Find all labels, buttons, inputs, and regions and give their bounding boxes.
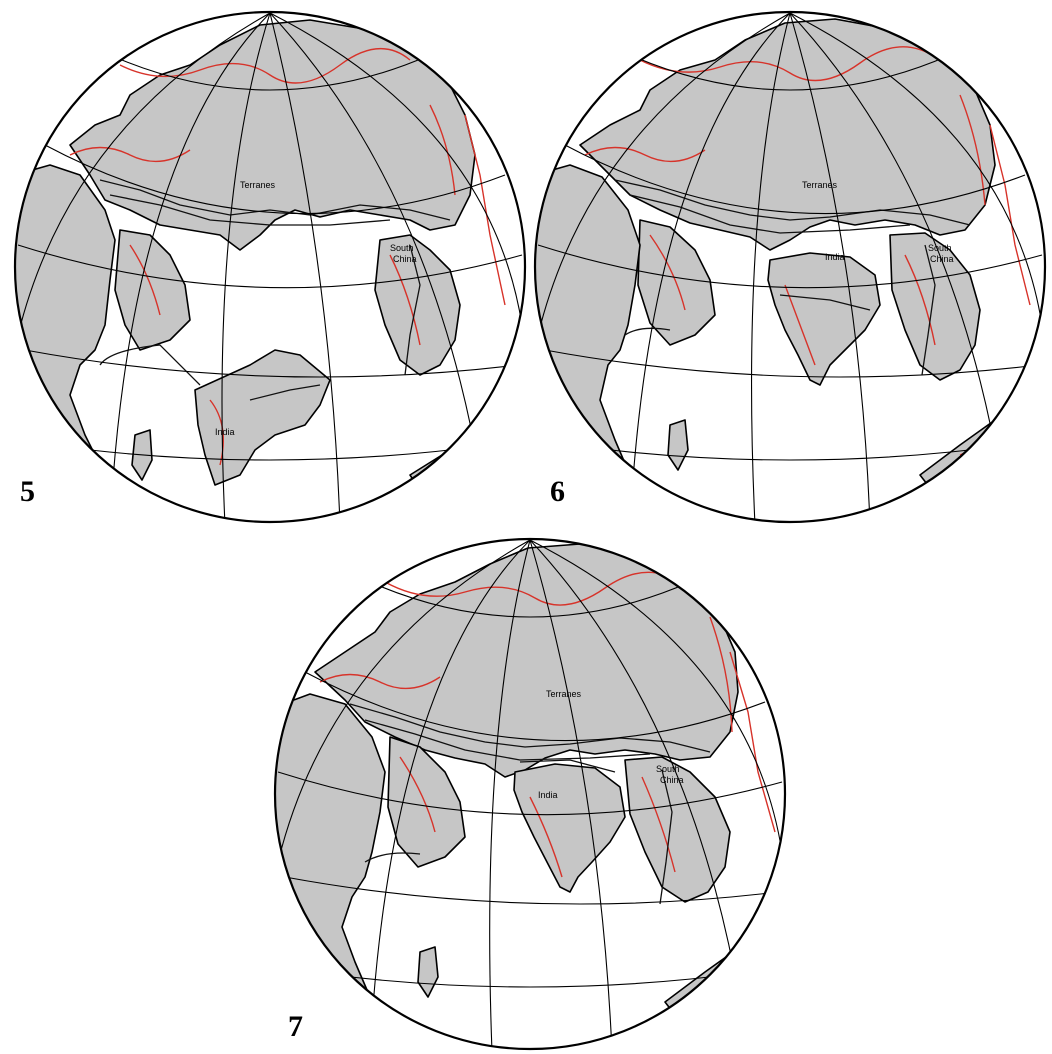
globe-panel-6: Terranes South China India 6 bbox=[530, 5, 1050, 525]
china-label: China bbox=[393, 254, 417, 264]
southeast-asia-landmass bbox=[624, 756, 731, 903]
globe-panel-7: Terranes South China India 7 bbox=[270, 532, 790, 1052]
china-label: China bbox=[660, 775, 684, 785]
globe-map-5: Terranes South China India bbox=[13, 10, 527, 524]
eurasia-landmass bbox=[69, 19, 476, 251]
globe-panel-5: Terranes South China India 5 bbox=[10, 5, 530, 525]
terranes-label: Terranes bbox=[802, 180, 838, 190]
globe-map-6: Terranes South China India bbox=[533, 10, 1047, 524]
panel-number: 7 bbox=[288, 1010, 303, 1043]
south-label: South bbox=[390, 243, 414, 253]
india-label: India bbox=[538, 790, 558, 800]
terranes-label: Terranes bbox=[546, 689, 582, 699]
india-label: India bbox=[825, 252, 845, 262]
panel-number: 5 bbox=[20, 475, 35, 508]
south-label: South bbox=[928, 243, 952, 253]
india-landmass bbox=[513, 763, 626, 893]
terranes-label: Terranes bbox=[240, 180, 276, 190]
india-label: India bbox=[215, 427, 235, 437]
panel-number: 6 bbox=[550, 475, 565, 508]
south-label: South bbox=[656, 764, 680, 774]
china-label: China bbox=[930, 254, 954, 264]
globe-map-7: Terranes South China India bbox=[273, 537, 787, 1051]
madagascar-landmass bbox=[667, 419, 689, 471]
india-landmass bbox=[194, 349, 331, 486]
